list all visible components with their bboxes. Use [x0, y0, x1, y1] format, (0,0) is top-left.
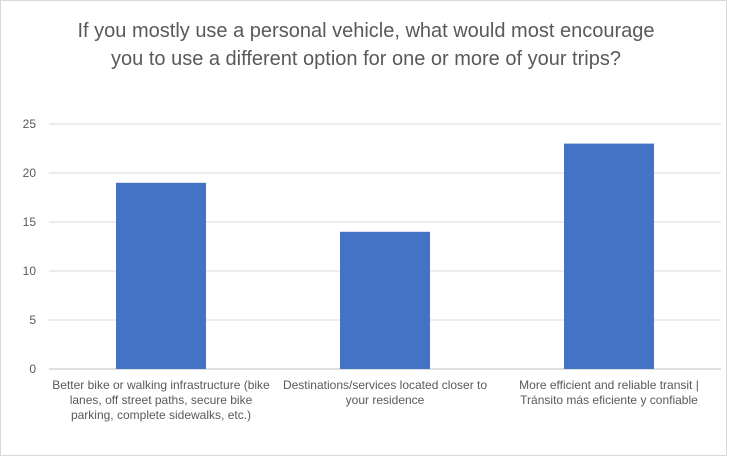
y-tick-label-10: 10 [23, 264, 37, 278]
y-tick-label-25: 25 [23, 117, 37, 131]
y-tick-label-15: 15 [23, 215, 37, 229]
x-category-label-2: Destinations/services located closer to … [282, 378, 488, 407]
x-category-label-3: More efficient and reliable transit | Tr… [519, 378, 699, 407]
chart-title: If you mostly use a personal vehicle, wh… [77, 20, 655, 70]
bar-3 [564, 143, 654, 369]
y-tick-label-0: 0 [29, 362, 36, 376]
bar-2 [340, 231, 430, 369]
x-category-label-1: Better bike or walking infrastructure (b… [52, 378, 270, 422]
y-tick-label-5: 5 [29, 313, 36, 327]
bar-1 [116, 182, 206, 369]
y-tick-label-20: 20 [23, 166, 37, 180]
